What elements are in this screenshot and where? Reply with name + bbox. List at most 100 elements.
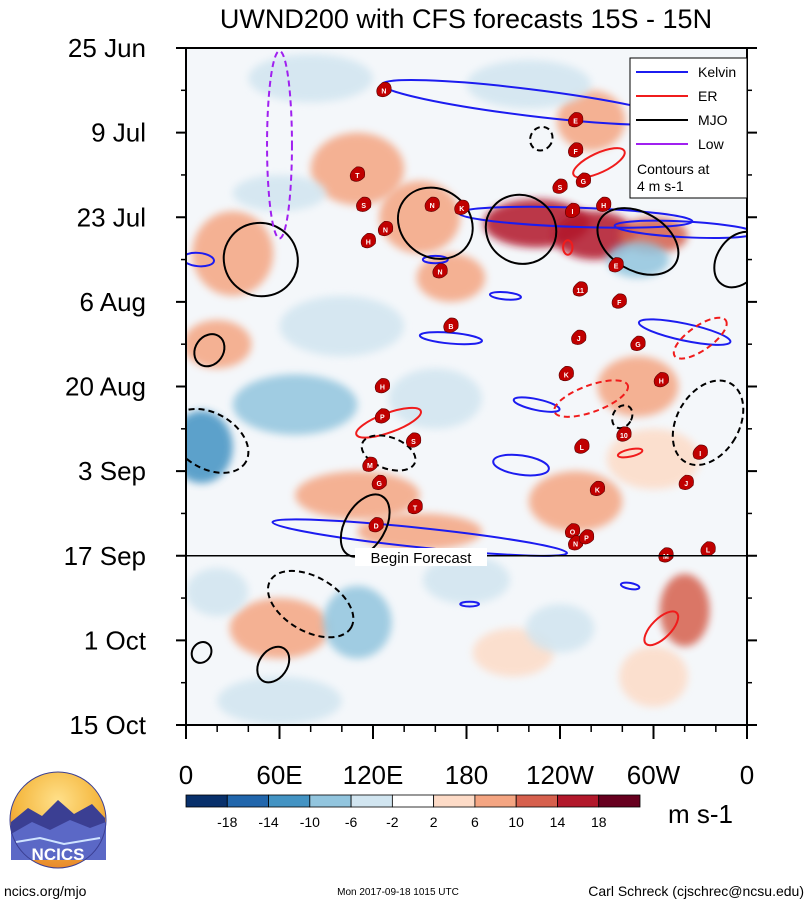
storm-label: M [367, 463, 373, 470]
storm-marker-5: I [564, 202, 581, 218]
anomaly-blob-21 [388, 368, 483, 429]
storm-label: N [573, 542, 578, 549]
forecast-label: Begin Forecast [371, 550, 473, 567]
mjo-contour-33 [266, 569, 355, 639]
legend-note-1: Contours at [637, 161, 709, 177]
x-tick-label-4: 120W [526, 760, 594, 790]
legend: Kelvin ER MJO Low Contours at 4 m s-1 [629, 57, 748, 199]
storm-marker-30: J [678, 474, 694, 490]
kelvin-contour-3 [186, 251, 216, 268]
storm-icon [579, 529, 595, 545]
anomaly-blob-5 [192, 211, 274, 296]
colorbar-swatch-2 [268, 794, 311, 808]
storm-marker-13: N [432, 263, 448, 279]
anomaly-blob-6 [556, 90, 626, 151]
storm-label: S [361, 203, 366, 210]
storm-icon [424, 196, 440, 212]
storm-marker-27: M [362, 456, 378, 472]
y-tick-label-8: 15 Oct [69, 710, 146, 740]
x-tick-label-1: 60E [256, 760, 302, 790]
storm-label: K [564, 372, 569, 379]
colorbar-label-4: -2 [386, 814, 399, 830]
anomaly-blob-27 [422, 555, 511, 605]
storm-marker-4: S [552, 178, 568, 194]
anomaly-blob-16 [416, 253, 486, 302]
storm-label: T [355, 173, 360, 180]
storm-icon [658, 547, 674, 563]
x-axis: 0 60E 120E 180 120W 60W 0 [179, 725, 754, 790]
storm-icon [571, 329, 587, 345]
mjo-contour-25 [193, 333, 226, 368]
storm-label: J [684, 481, 688, 488]
storm-marker-24: S [406, 432, 422, 448]
y-tick-label-6: 17 Sep [64, 541, 146, 571]
storm-label: G [635, 342, 641, 349]
colorbar-swatch-9 [557, 794, 600, 808]
storm-marker-31: I [692, 444, 708, 460]
kelvin-contour-2 [613, 219, 747, 240]
storm-marker-7: T [349, 166, 366, 182]
legend-box [629, 57, 748, 199]
mjo-contour-20 [222, 221, 299, 298]
colorbar-label-8: 14 [550, 814, 566, 830]
colorbar-label-3: -6 [345, 814, 358, 830]
storm-icon [611, 293, 627, 309]
kelvin-contour-4 [637, 318, 732, 346]
storm-marker-25: L [574, 438, 590, 454]
kelvin-contour-6 [421, 254, 449, 265]
er-contour-19 [562, 239, 574, 256]
mjo-contour-22 [484, 193, 558, 265]
x-tick-label-5: 60W [627, 760, 681, 790]
storm-icon [653, 372, 669, 388]
low-contour-35 [266, 50, 293, 240]
storm-label: N [381, 88, 386, 95]
anomaly-blob-0 [379, 180, 461, 254]
mjo-contour-31 [186, 407, 250, 474]
storm-label: 11 [577, 288, 585, 295]
anomaly-blob-22 [248, 54, 373, 103]
colorbar-swatch-7 [474, 794, 517, 808]
anomaly-blob-26 [525, 604, 595, 653]
storm-label: 10 [620, 433, 628, 440]
kelvin-contour-11 [619, 581, 641, 591]
y-tick-label-0: 25 Jun [68, 33, 146, 63]
anomaly-blob-10 [528, 471, 623, 532]
y-tick-label-4: 20 Aug [65, 372, 146, 402]
storm-icon [406, 432, 422, 448]
storm-icon [552, 178, 568, 194]
storm-label: H [601, 203, 606, 210]
x-tick-label-3: 180 [445, 760, 488, 790]
storm-marker-33: D [368, 517, 384, 533]
kelvin-contour-12 [459, 600, 480, 608]
storm-marker-17: B [443, 317, 459, 333]
storm-icon [374, 378, 390, 394]
storm-icon [349, 166, 366, 182]
storm-icon [564, 202, 581, 218]
legend-label-mjo: MJO [698, 112, 728, 128]
chart-title: UWND200 with CFS forecasts 15S - 15N [220, 4, 712, 34]
storm-marker-28: G [371, 474, 387, 490]
storm-icon [407, 499, 423, 515]
colorbar-swatch-3 [309, 794, 352, 808]
kelvin-contour-7 [488, 290, 522, 301]
storm-icon [360, 233, 376, 249]
storm-marker-29: K [589, 480, 606, 497]
colorbar-swatch-4 [350, 794, 393, 808]
colorbar-label-7: 10 [508, 814, 524, 830]
colorbar-units: m s-1 [668, 799, 733, 829]
anomaly-field [186, 54, 738, 725]
y-tick-label-3: 6 Aug [79, 287, 146, 317]
storm-marker-22: H [374, 378, 390, 394]
anomaly-blob-23 [466, 60, 592, 109]
footer-timestamp: Mon 2017-09-18 1015 UTC [337, 887, 459, 898]
er-contour-17 [672, 316, 728, 360]
storm-icon [356, 196, 372, 212]
storm-label: P [380, 415, 385, 422]
colorbar-swatch-0 [185, 794, 228, 808]
storm-marker-21: H [653, 372, 669, 388]
storm-icon [376, 81, 392, 98]
kelvin-contour-8 [512, 396, 561, 413]
footer-url[interactable]: ncics.org/mjo [4, 883, 87, 899]
kelvin-contour-10 [271, 518, 568, 557]
